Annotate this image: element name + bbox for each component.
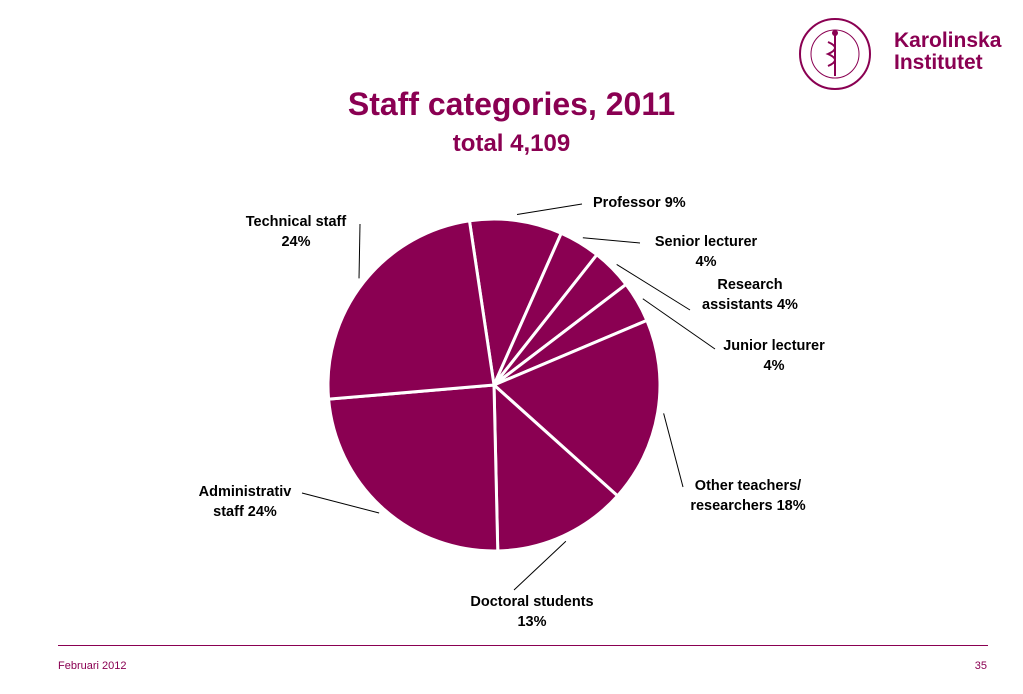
logo-line-1: Karolinska — [894, 29, 1002, 52]
footer-date: Februari 2012 — [58, 660, 127, 672]
slice-label: Technical staff 24% — [246, 214, 347, 250]
slice-label: Senior lecturer 4% — [655, 234, 758, 270]
seal-icon — [799, 18, 871, 90]
leader-line — [642, 298, 716, 350]
leader-line — [358, 223, 361, 279]
footer-divider — [58, 645, 988, 646]
slice-label: Administrativ staff 24% — [199, 484, 292, 520]
pie-slice-administrativ-staff — [326, 383, 500, 553]
slice-label: Doctoral students 13% — [470, 594, 593, 630]
slice-label: Junior lecturer 4% — [723, 338, 825, 374]
slice-label: Other teachers/researchers 18% — [690, 478, 805, 514]
pie-slice-doctoral-students — [492, 381, 620, 553]
leader-line — [301, 492, 380, 514]
leader-line — [513, 540, 567, 591]
leader-line — [516, 203, 583, 216]
karolinska-logo: Karolinska Institutet — [798, 14, 1003, 94]
leader-line — [616, 264, 691, 311]
slice-label: Professor 9% — [593, 195, 686, 211]
pie-slice-technical-staff — [326, 219, 496, 401]
slice-label: Research assistants 4% — [702, 277, 798, 313]
page-number: 35 — [974, 660, 987, 672]
pie-slice-professor — [467, 217, 564, 391]
logo-line-2: Institutet — [894, 51, 983, 74]
pie-slice-other-teachers-researchers — [491, 318, 662, 498]
leader-line — [663, 413, 684, 488]
chart-title: Staff categories, 2011 — [347, 86, 676, 122]
leader-line — [582, 237, 641, 244]
chart-subtitle: total 4,109 — [452, 130, 571, 157]
